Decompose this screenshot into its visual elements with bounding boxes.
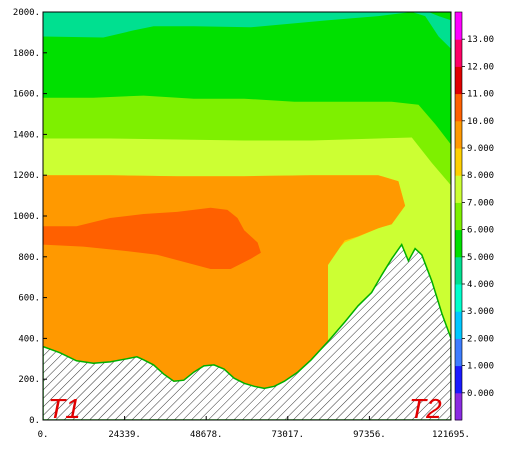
colorbar-tick-label: 4.000 xyxy=(467,280,494,290)
colorbar-swatch xyxy=(455,12,462,40)
y-tick-label: 200. xyxy=(18,375,40,385)
x-axis: 0. 24339. 48678. 73017. 97356. 121695. xyxy=(38,416,470,440)
y-tick-label: 1600. xyxy=(13,90,40,100)
y-tick-label: 1200. xyxy=(13,171,40,181)
colorbar: 0.000 1.000 2.000 3.000 4.000 5.000 6.000 7.000… xyxy=(454,11,494,421)
colorbar-swatch xyxy=(455,202,462,231)
colorbar-tick-label: 6.000 xyxy=(467,226,494,236)
colorbar-swatch xyxy=(455,229,462,258)
y-tick-label: 400. xyxy=(18,334,40,344)
plot-area xyxy=(43,12,451,420)
y-tick-label: 1800. xyxy=(13,49,40,59)
colorbar-tick-label: 10.00 xyxy=(467,117,494,127)
y-tick-label: 1000. xyxy=(13,212,40,222)
colorbar-tick-label: 13.00 xyxy=(467,35,494,45)
colorbar-tick-label: 11.00 xyxy=(467,90,494,100)
y-tick-label: 600. xyxy=(18,294,40,304)
colorbar-swatch xyxy=(455,338,462,367)
colorbar-swatch xyxy=(455,175,462,203)
y-axis: 0. 200. 400. 600. 800. 1000. 1200. 1400. 1600. 18… xyxy=(13,8,47,426)
y-tick-label: 2000. xyxy=(13,8,40,18)
x-tick-label: 97356. xyxy=(353,430,386,440)
colorbar-tick-label: 3.000 xyxy=(467,307,494,317)
colorbar-swatch xyxy=(455,284,462,312)
colorbar-swatch xyxy=(455,311,462,339)
annotation-t1: T1 xyxy=(48,393,81,424)
y-tick-label: 1400. xyxy=(13,130,40,140)
terrain-hatch xyxy=(43,243,451,420)
colorbar-swatch xyxy=(455,392,462,421)
colorbar-tick-label: 7.000 xyxy=(467,198,494,208)
colorbar-swatch xyxy=(455,39,462,67)
colorbar-swatch xyxy=(455,120,462,149)
x-tick-label: 24339. xyxy=(108,430,141,440)
colorbar-swatch xyxy=(455,256,462,285)
colorbar-tick-label: 12.00 xyxy=(467,62,494,72)
colorbar-swatch xyxy=(455,148,462,176)
colorbar-tick-label: 9.000 xyxy=(467,144,494,154)
colorbar-swatch xyxy=(455,365,462,394)
colorbar-tick-label: 1.000 xyxy=(467,362,494,372)
colorbar-swatch xyxy=(455,93,462,122)
colorbar-swatch xyxy=(455,66,462,95)
x-tick-label: 73017. xyxy=(272,430,305,440)
x-tick-label: 48678. xyxy=(190,430,223,440)
annotation-t2: T2 xyxy=(409,393,442,424)
contour-band-8 xyxy=(43,207,261,269)
colorbar-tick-label: 2.000 xyxy=(467,334,494,344)
y-tick-label: 800. xyxy=(18,253,40,263)
x-tick-label: 0. xyxy=(38,430,49,440)
colorbar-tick-label: 8.000 xyxy=(467,171,494,181)
y-tick-label: 0. xyxy=(29,416,40,426)
colorbar-tick-label: 5.000 xyxy=(467,253,494,263)
x-tick-label: 121695. xyxy=(432,430,470,440)
colorbar-frame xyxy=(454,11,463,421)
colorbar-tick-label: 0.000 xyxy=(467,389,494,399)
